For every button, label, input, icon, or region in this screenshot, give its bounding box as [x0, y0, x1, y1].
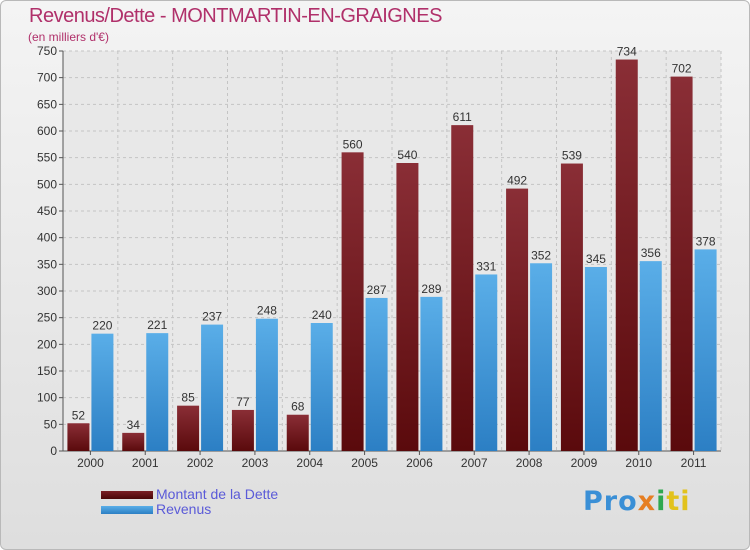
data-label-dette: 540 — [397, 148, 417, 162]
y-tick-label: 650 — [37, 97, 57, 111]
data-label-revenus: 220 — [92, 319, 112, 333]
bar-dette — [396, 163, 419, 451]
x-tick-label: 2008 — [516, 456, 543, 470]
data-label-revenus: 378 — [696, 234, 716, 248]
y-tick-label: 100 — [37, 391, 57, 405]
y-tick-label: 750 — [37, 44, 57, 58]
bar-revenus — [255, 318, 278, 451]
bar-revenus — [201, 324, 224, 451]
legend-label-revenus: Revenus — [156, 501, 212, 517]
y-tick-label: 500 — [37, 177, 57, 191]
y-tick-label: 0 — [50, 444, 57, 458]
axes: 0 50 100 150 200 250 300 350 400 450 500 550 600 650 7… — [37, 44, 721, 470]
x-tick-label: 2007 — [461, 456, 488, 470]
bar-revenus — [146, 333, 169, 451]
bar-dette — [670, 76, 693, 451]
legend-label-dette: Montant de la Dette — [156, 486, 279, 502]
bar-revenus — [365, 297, 388, 451]
labels: 52 34 85 77 68 560 540 611 492 539 734 702 220 221 237… — [72, 45, 716, 432]
bar-dette — [506, 188, 529, 451]
legend-swatch-dette — [101, 491, 153, 499]
y-tick-label: 600 — [37, 124, 57, 138]
logo-part-3: i — [656, 486, 667, 517]
x-tick-label: 2006 — [406, 456, 433, 470]
x-tick-label: 2009 — [571, 456, 598, 470]
bar-revenus — [639, 261, 662, 451]
data-label-dette: 85 — [181, 391, 195, 405]
bar-revenus — [91, 333, 114, 451]
bar-revenus — [530, 263, 553, 451]
bar-dette — [451, 125, 474, 451]
bar-revenus — [310, 323, 333, 451]
data-label-revenus: 221 — [147, 318, 167, 332]
data-label-revenus: 289 — [421, 282, 441, 296]
bar-revenus — [584, 267, 607, 451]
data-label-revenus: 237 — [202, 310, 222, 324]
y-tick-label: 150 — [37, 364, 57, 378]
logo-part-1: Pro — [583, 486, 638, 517]
logo-part-4: ti — [666, 486, 691, 517]
bar-dette — [341, 152, 364, 452]
data-label-revenus: 356 — [641, 246, 661, 260]
bar-dette — [67, 423, 90, 451]
data-label-revenus: 345 — [586, 252, 606, 266]
x-tick-label: 2010 — [625, 456, 652, 470]
chart-subtitle: (en milliers d'€) — [28, 30, 109, 44]
chart-title: Revenus/Dette - MONTMARTIN-EN-GRAIGNES — [29, 5, 442, 27]
logo-part-2: x — [637, 486, 657, 517]
y-tick-label: 450 — [37, 204, 57, 218]
bar-dette — [560, 163, 583, 452]
data-label-revenus: 352 — [531, 248, 551, 262]
data-label-dette: 734 — [617, 45, 637, 59]
data-label-dette: 77 — [236, 395, 250, 409]
legend-swatch-revenus — [101, 506, 153, 514]
data-label-revenus: 287 — [367, 283, 387, 297]
y-tick-label: 700 — [37, 71, 57, 85]
x-tick-label: 2011 — [681, 456, 707, 470]
bar-revenus — [694, 249, 717, 451]
data-label-dette: 492 — [507, 174, 527, 188]
y-tick-label: 350 — [37, 257, 57, 271]
x-tick-label: 2000 — [77, 456, 104, 470]
bar-dette — [615, 59, 638, 452]
data-label-revenus: 248 — [257, 304, 277, 318]
y-tick-label: 200 — [37, 337, 57, 351]
data-label-dette: 34 — [127, 418, 141, 432]
y-tick-label: 300 — [37, 284, 57, 298]
data-label-dette: 539 — [562, 149, 582, 163]
x-tick-label: 2001 — [132, 456, 159, 470]
x-tick-label: 2002 — [187, 456, 214, 470]
y-tick-label: 550 — [37, 151, 57, 165]
data-label-revenus: 240 — [312, 308, 332, 322]
x-tick-label: 2003 — [242, 456, 269, 470]
data-label-revenus: 331 — [476, 259, 496, 273]
x-tick-label: 2004 — [296, 456, 323, 470]
data-label-dette: 68 — [291, 400, 305, 414]
proxiti-logo: Proxiti — [583, 486, 691, 517]
data-label-dette: 52 — [72, 408, 86, 422]
grid-lines — [62, 50, 722, 452]
bar-dette — [177, 405, 200, 451]
y-tick-label: 400 — [37, 231, 57, 245]
bars — [67, 59, 717, 452]
bar-dette — [231, 409, 254, 451]
data-label-dette: 611 — [453, 110, 472, 124]
data-label-dette: 702 — [672, 62, 692, 76]
x-tick-label: 2005 — [351, 456, 378, 470]
y-tick-label: 250 — [37, 311, 57, 325]
bar-revenus — [420, 296, 443, 451]
y-tick-label: 50 — [44, 417, 58, 431]
bar-dette — [122, 432, 145, 451]
bar-revenus — [475, 274, 498, 451]
data-label-dette: 560 — [343, 137, 363, 151]
bar-dette — [286, 414, 309, 451]
